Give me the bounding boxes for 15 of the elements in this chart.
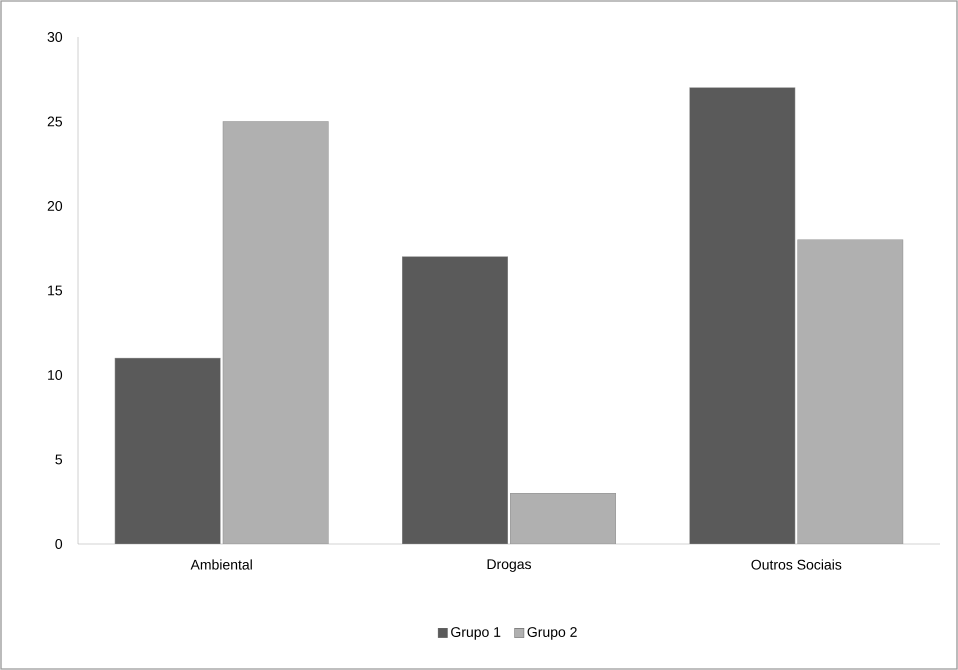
y-tick-label: 0 [55, 539, 62, 549]
legend-label: Grupo 1 [451, 627, 500, 640]
x-tick-label: Drogas [488, 559, 532, 572]
y-tick-label: 25 [48, 116, 62, 126]
bar [114, 358, 221, 544]
y-tick-label: 5 [55, 454, 62, 464]
bar [689, 87, 796, 544]
bar [402, 256, 508, 544]
y-tick-label: 20 [48, 201, 62, 211]
x-tick-label: Ambiental [190, 559, 252, 570]
legend-label: Grupo 2 [528, 627, 577, 640]
x-tick-label: Outros Sociais [751, 559, 842, 570]
y-tick-label: 30 [48, 32, 62, 42]
y-tick-label: 10 [48, 370, 62, 380]
y-tick-label: 15 [48, 286, 62, 296]
